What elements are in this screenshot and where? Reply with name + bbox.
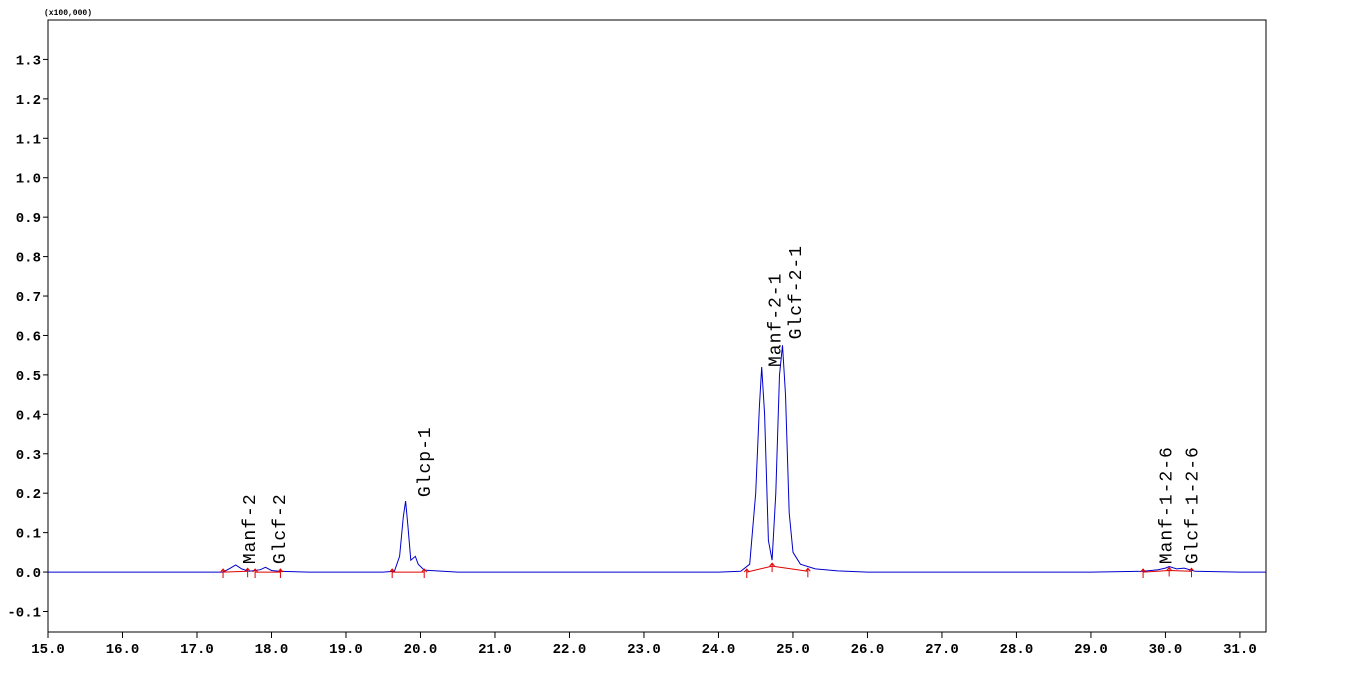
x-tick-label: 19.0 — [329, 642, 363, 658]
x-tick-label: 22.0 — [553, 642, 587, 658]
peak-label: Manf-2 — [241, 493, 261, 564]
peak-label: Glcf-2-1 — [787, 245, 807, 339]
peak-label: Glcf-1-2-6 — [1184, 446, 1204, 564]
plot-frame — [47, 19, 1267, 633]
y-tick-label: 1.0 — [16, 172, 41, 188]
x-tick-label: 23.0 — [627, 642, 661, 658]
y-tick-label: 1.3 — [16, 53, 41, 69]
y-tick-label: 0.0 — [16, 566, 41, 582]
peak-label: Manf-2-1 — [766, 273, 786, 367]
x-tick-label: 27.0 — [925, 642, 959, 658]
integration-baseline — [746, 565, 808, 573]
y-tick-label: 0.5 — [16, 369, 41, 385]
x-tick-label: 25.0 — [776, 642, 810, 658]
x-tick-label: 28.0 — [1000, 642, 1034, 658]
integration-marker — [389, 568, 396, 579]
integration-marker — [1166, 566, 1173, 577]
peak-label: Glcp-1 — [416, 426, 436, 497]
y-tick-label: -0.1 — [7, 605, 41, 621]
x-tick-label: 24.0 — [702, 642, 736, 658]
y-tick-label: 0.6 — [16, 329, 41, 345]
y-tick-label: 1.1 — [16, 132, 41, 148]
integration-baseline — [223, 570, 248, 573]
peak-label: Glcf-2 — [271, 493, 291, 564]
x-tick-label: 29.0 — [1074, 642, 1108, 658]
integration-marker — [252, 568, 258, 579]
integration-marker — [743, 568, 750, 579]
integration-marker — [1188, 567, 1195, 578]
y-tick-label: 0.3 — [16, 448, 41, 464]
y-tick-label: 0.7 — [16, 290, 41, 306]
integration-marker — [804, 567, 811, 578]
x-tick-label: 17.0 — [180, 642, 214, 658]
x-tick-label: 15.0 — [31, 642, 65, 658]
integration-marker — [277, 568, 284, 579]
peak-label: Manf-1-2-6 — [1157, 446, 1177, 564]
y-tick-label: 0.9 — [16, 211, 41, 227]
y-tick-label: 0.1 — [16, 527, 41, 543]
integration-marker — [1140, 568, 1146, 579]
x-tick-label: 21.0 — [478, 642, 512, 658]
chromatogram-trace — [48, 345, 1266, 573]
integration-marker — [220, 568, 226, 579]
x-tick-label: 16.0 — [106, 642, 140, 658]
x-tick-label: 20.0 — [404, 642, 438, 658]
y-unit: (x100,000) — [44, 9, 92, 18]
y-tick-label: 0.4 — [16, 408, 41, 424]
x-tick-label: 26.0 — [851, 642, 885, 658]
x-tick-label: 30.0 — [1149, 642, 1183, 658]
x-tick-label: 31.0 — [1223, 642, 1257, 658]
integration-marker — [421, 568, 428, 579]
x-tick-label: 18.0 — [255, 642, 289, 658]
y-tick-label: 0.8 — [16, 251, 41, 267]
y-tick-label: 1.2 — [16, 93, 41, 109]
integration-marker — [769, 562, 775, 573]
y-tick-label: 0.2 — [16, 487, 41, 503]
integration-marker — [244, 567, 251, 578]
